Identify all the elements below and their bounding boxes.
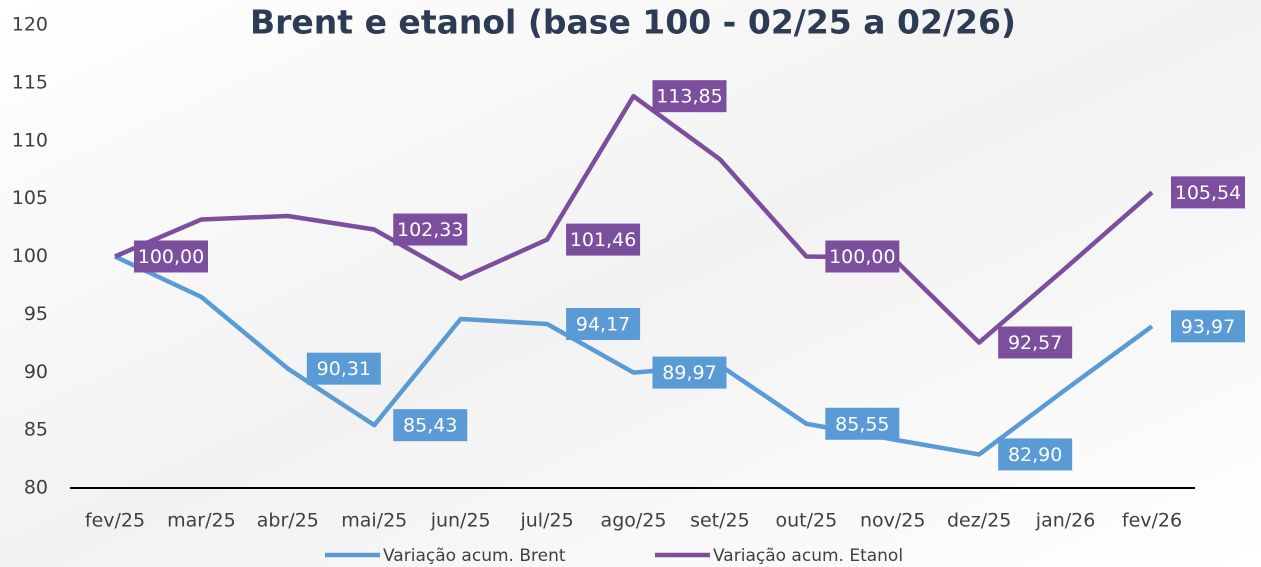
x-tick-label: jul/25: [519, 510, 573, 532]
x-tick-label: mar/25: [167, 510, 236, 532]
y-tick-label: 80: [24, 477, 48, 499]
data-label-box: [1171, 310, 1245, 343]
data-label-box: [825, 407, 900, 440]
x-tick-label: out/25: [775, 510, 837, 532]
data-label-box: [998, 438, 1073, 471]
data-label-box: [566, 307, 641, 340]
legend-label: Variação acum. Brent: [383, 546, 566, 566]
x-tick-label: jan/26: [1035, 510, 1096, 532]
x-tick-label: abr/25: [257, 510, 319, 532]
data-label-box: [998, 326, 1073, 359]
legend-label: Variação acum. Etanol: [713, 546, 903, 566]
y-tick-label: 110: [12, 129, 48, 151]
y-tick-label: 105: [12, 187, 48, 209]
data-label-box: [393, 213, 468, 246]
x-tick-label: mai/25: [341, 510, 407, 532]
x-tick-label: fev/25: [85, 510, 145, 532]
x-tick-label: set/25: [690, 510, 750, 532]
data-label: 93,97: [1181, 316, 1235, 338]
y-tick-label: 85: [24, 419, 48, 441]
data-label-box: [825, 240, 900, 273]
data-label: 105,54: [1175, 182, 1241, 204]
data-label-box: [652, 356, 727, 389]
data-label-box: [1171, 176, 1245, 209]
data-label: 113,85: [656, 86, 722, 108]
y-tick-label: 95: [24, 303, 48, 325]
data-label: 89,97: [662, 362, 716, 384]
data-label: 85,43: [403, 415, 457, 437]
x-tick-label: ago/25: [601, 510, 667, 532]
data-label-box: [566, 223, 641, 256]
data-label-box: [393, 409, 468, 442]
data-label: 85,55: [835, 413, 889, 435]
data-label-box: [306, 352, 381, 385]
data-label: 90,31: [317, 358, 371, 380]
data-label: 100,00: [138, 246, 204, 268]
data-label-box: [652, 80, 727, 113]
y-tick-label: 120: [12, 14, 48, 36]
chart-title: Brent e etanol (base 100 - 02/25 a 02/26…: [250, 3, 1016, 42]
x-tick-label: jun/25: [430, 510, 491, 532]
data-label: 82,90: [1008, 444, 1062, 466]
data-label: 94,17: [576, 313, 630, 335]
x-tick-label: nov/25: [860, 510, 926, 532]
data-line: [114, 93, 1154, 345]
y-tick-label: 100: [12, 245, 48, 267]
y-tick-label: 90: [24, 361, 48, 383]
data-label-box: [134, 240, 208, 273]
data-label: 92,57: [1008, 332, 1062, 354]
data-label: 102,33: [397, 219, 463, 241]
x-tick-label: dez/25: [947, 510, 1011, 532]
x-tick-label: fev/26: [1122, 510, 1182, 532]
data-line: [114, 254, 1154, 457]
data-label: 101,46: [570, 229, 636, 251]
data-label: 100,00: [829, 246, 895, 268]
y-tick-label: 115: [12, 71, 48, 93]
